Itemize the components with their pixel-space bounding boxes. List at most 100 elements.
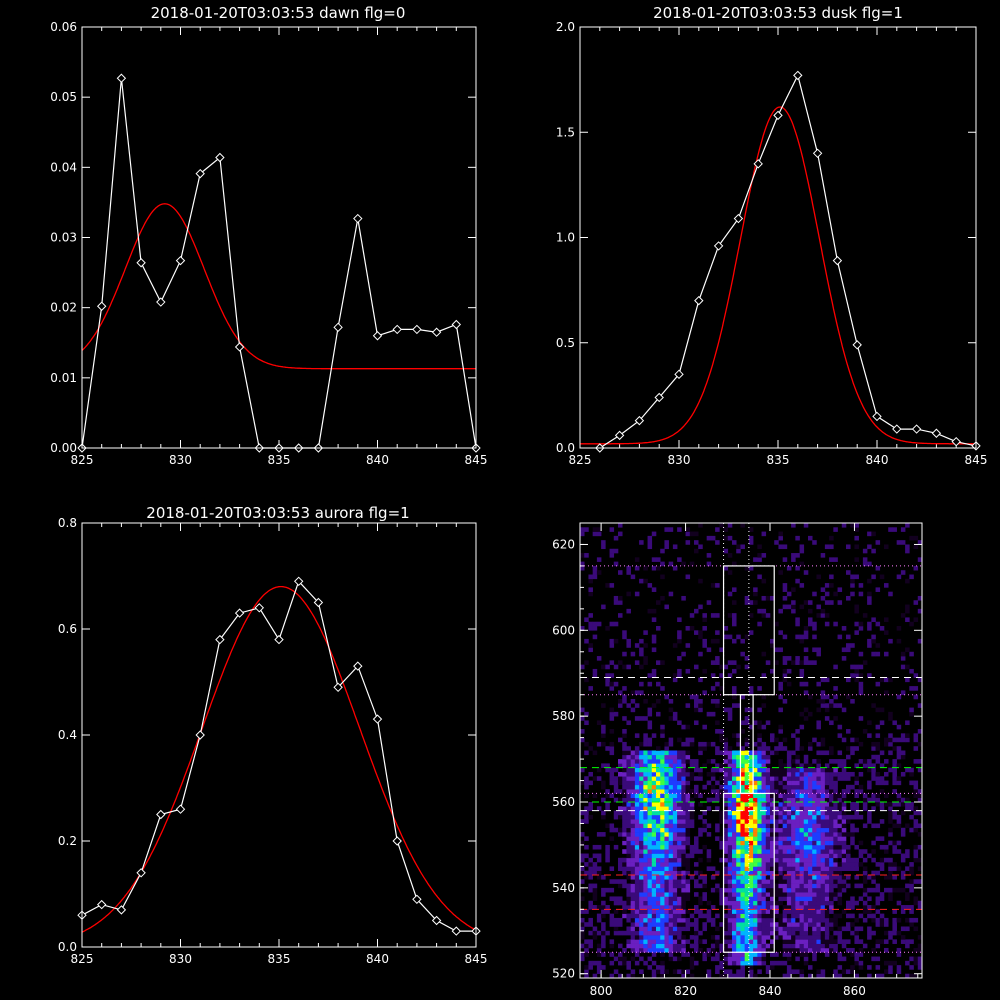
heatmap-cell [727,943,733,949]
heatmap-cell [698,909,703,914]
heatmap-cell [647,840,653,846]
heatmap-cell [719,767,724,773]
heatmap-cell [820,913,826,919]
heatmap-cell [803,630,809,635]
heatmap-cell [774,737,779,743]
heatmap-cell [668,909,674,914]
heatmap-cell [799,973,805,979]
heatmap-cell [829,849,834,854]
heatmap-cell [685,866,691,871]
heatmap-cell [689,814,695,820]
heatmap-cell [799,939,805,944]
heatmap-cell [808,857,813,863]
heatmap-cell [867,887,872,893]
heatmap-cell [761,608,767,614]
heatmap-cell [584,973,589,979]
heatmap-cell [672,677,678,683]
heatmap-cell [723,836,729,841]
heatmap-cell [837,771,843,777]
heatmap-cell [858,814,864,820]
heatmap-cell [668,561,674,567]
heatmap-cell [774,883,779,889]
heatmap-cell [660,849,665,854]
heatmap-cell [850,840,855,846]
heatmap-cell [913,544,919,550]
heatmap-cell [753,849,758,854]
heatmap-cell [706,797,712,803]
heatmap-cell [892,960,897,966]
heatmap-cell [723,771,729,777]
heatmap-cell [656,660,661,665]
heatmap-cell [719,729,724,734]
heatmap-cell [862,660,868,665]
heatmap-cell [668,879,674,884]
heatmap-cell [744,853,750,859]
heatmap-cell [732,939,737,944]
heatmap-cell [596,874,602,880]
heatmap-cell [896,746,902,751]
heatmap-cell [618,763,623,768]
heatmap-cell [757,849,762,854]
heatmap-cell [913,617,919,623]
heatmap-cell [626,862,631,867]
data-point-marker [812,148,823,159]
heatmap-cell [622,836,627,841]
heatmap-cell [854,960,859,966]
heatmap-cell [727,553,733,558]
x-tick-label: 840 [759,984,782,998]
heatmap-cell [672,673,678,678]
heatmap-cell [761,741,767,747]
heatmap-cell [664,793,669,799]
heatmap-cell [626,844,631,850]
heatmap-cell [753,905,758,910]
heatmap-cell [748,960,754,966]
heatmap-cell [812,892,817,897]
heatmap-cell [664,814,669,820]
heatmap-cell [884,651,889,657]
heatmap-cell [630,969,636,975]
heatmap-cell [748,814,754,820]
heatmap-cell [803,767,809,773]
heatmap-cell [803,874,809,880]
heatmap-cell [744,905,750,910]
heatmap-cell [702,913,707,919]
heatmap-cell [609,681,615,687]
heatmap-cell [719,973,724,979]
heatmap-cell [761,883,767,889]
heatmap-cell [824,947,830,953]
heatmap-cell [812,896,817,902]
heatmap-cell [846,866,851,871]
heatmap-cell [748,793,754,799]
heatmap-cell [913,793,919,799]
heatmap-cell [727,952,733,957]
data-point-marker [116,73,127,83]
heatmap-cell [668,857,674,863]
heatmap-cell [833,797,838,803]
heatmap-cell [862,561,868,567]
heatmap-cell [757,733,762,738]
heatmap-cell [905,892,910,897]
heatmap-cell [862,943,868,949]
heatmap-cell [896,849,902,854]
heatmap-cell [782,668,788,674]
heatmap-cell [761,862,767,867]
heatmap-cell [748,806,754,811]
data-point-marker [353,661,363,671]
heatmap-cell [613,780,619,786]
heatmap-cell [719,814,724,820]
heatmap-cell [588,574,593,580]
heatmap-cell [799,548,805,554]
data-point-marker [392,836,402,846]
heatmap-cell [803,716,809,721]
heatmap-cell [727,956,733,962]
heatmap-cell [588,905,593,910]
heatmap-cell [744,862,750,867]
heatmap-cell [618,737,623,743]
heatmap-cell [786,913,792,919]
heatmap-cell [685,802,691,807]
heatmap-cell [732,887,737,893]
heatmap-cell [723,866,729,871]
heatmap-cell [685,531,691,537]
heatmap-cell [824,810,830,816]
heatmap-cell [905,677,910,683]
